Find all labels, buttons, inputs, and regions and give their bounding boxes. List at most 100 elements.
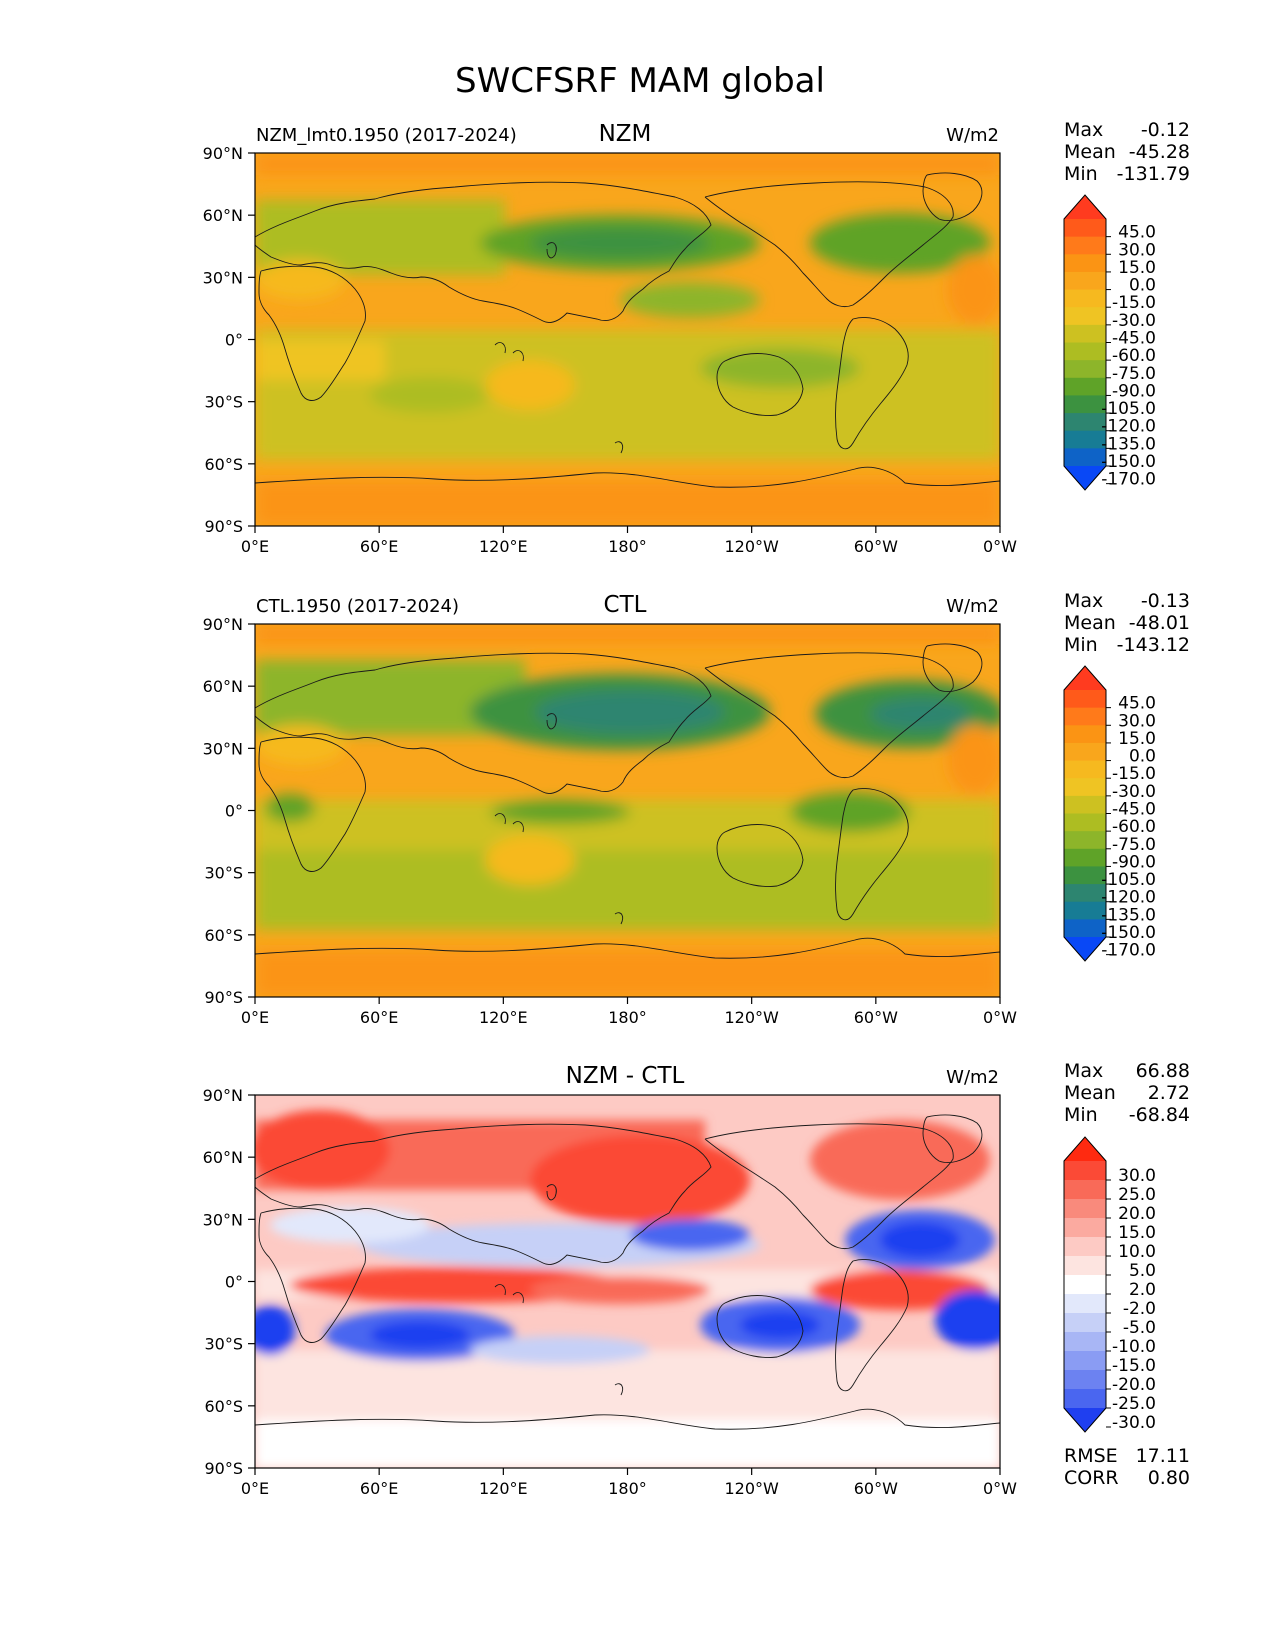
panel-units: W/m2 bbox=[946, 1067, 999, 1088]
panel-case-label: NZM_lmt0.1950 (2017-2024) bbox=[256, 125, 517, 146]
colorbar: 45.030.015.00.0-15.0-30.0-45.0-60.0-75.0… bbox=[1063, 665, 1156, 962]
colorbar-tick-label: -60.0 bbox=[1112, 817, 1156, 837]
colorbar: 45.030.015.00.0-15.0-30.0-45.0-60.0-75.0… bbox=[1063, 194, 1156, 491]
colorbar-tick-label: 25.0 bbox=[1118, 1185, 1156, 1205]
colorbar-segment bbox=[1064, 219, 1106, 238]
x-tick-label: 60°E bbox=[360, 537, 398, 556]
colorbar-lower-extension bbox=[1064, 937, 1106, 961]
map-field bbox=[255, 1095, 1000, 1468]
colorbar-tick-label: 15.0 bbox=[1118, 1223, 1156, 1243]
colorbar-tick-label: -25.0 bbox=[1112, 1394, 1156, 1414]
colorbar-tick-label: 30.0 bbox=[1118, 240, 1156, 260]
stat-value-mean: -48.01 bbox=[1129, 612, 1190, 634]
y-tick-label: 90°S bbox=[204, 988, 243, 1007]
stats-block: Max -0.13 Mean -48.01 Min -143.12 bbox=[1064, 590, 1190, 656]
colorbar-tick-label: -20.0 bbox=[1112, 1375, 1156, 1395]
x-tick-label: 120°E bbox=[479, 1479, 528, 1498]
stat-label-mean: Mean bbox=[1064, 612, 1116, 634]
y-tick-label: 60°N bbox=[203, 206, 243, 225]
x-tick-label: 120°E bbox=[479, 1008, 528, 1027]
panel-units: W/m2 bbox=[946, 596, 999, 617]
x-tick-label: 0°E bbox=[241, 537, 269, 556]
colorbar-segment bbox=[1064, 413, 1106, 432]
y-tick-label: 30°S bbox=[204, 393, 243, 412]
panel-ctl: CTL.1950 (2017-2024) CTL W/m2 bbox=[203, 590, 1190, 1027]
y-tick-label: 60°S bbox=[204, 455, 243, 474]
colorbar-tick-label: -170.0 bbox=[1101, 941, 1156, 961]
colorbar-segment bbox=[1064, 1332, 1106, 1352]
stat-label-mean: Mean bbox=[1064, 1082, 1116, 1104]
colorbar-segment bbox=[1064, 254, 1106, 273]
colorbar-tick-label: -30.0 bbox=[1112, 782, 1156, 802]
colorbar-lower-extension bbox=[1064, 466, 1106, 490]
colorbar-segment bbox=[1064, 1237, 1106, 1257]
colorbar-segment bbox=[1064, 795, 1106, 814]
x-tick-label: 120°W bbox=[724, 1479, 779, 1498]
colorbar-tick-label: 0.0 bbox=[1129, 276, 1156, 296]
colorbar-segment bbox=[1064, 1199, 1106, 1219]
colorbar-segment bbox=[1064, 778, 1106, 797]
panel-nzm: NZM_lmt0.1950 (2017-2024) NZM W/m2 bbox=[203, 119, 1190, 556]
colorbar-segment bbox=[1064, 342, 1106, 361]
colorbar-tick-label: -45.0 bbox=[1112, 800, 1156, 820]
colorbar-tick-label: -30.0 bbox=[1112, 1413, 1156, 1433]
colorbar-lower-extension bbox=[1064, 1408, 1106, 1432]
colorbar-segment bbox=[1064, 430, 1106, 449]
panel-title: CTL bbox=[604, 592, 647, 618]
stat-label-min: Min bbox=[1064, 634, 1098, 656]
colorbar-segment bbox=[1064, 395, 1106, 414]
colorbar-segment bbox=[1064, 360, 1106, 379]
x-tick-label: 60°W bbox=[854, 1008, 898, 1027]
colorbar-tick-label: 30.0 bbox=[1118, 711, 1156, 731]
x-tick-label: 60°W bbox=[854, 1479, 898, 1498]
colorbar-tick-label: -60.0 bbox=[1112, 346, 1156, 366]
stat-label-mean: Mean bbox=[1064, 141, 1116, 163]
stat-value-max: 66.88 bbox=[1136, 1060, 1190, 1082]
y-tick-label: 30°S bbox=[204, 864, 243, 883]
colorbar-tick-label: -90.0 bbox=[1112, 381, 1156, 401]
colorbar-segment bbox=[1064, 324, 1106, 343]
panel-case-label: CTL.1950 (2017-2024) bbox=[256, 596, 459, 617]
colorbar-tick-label: -105.0 bbox=[1101, 399, 1156, 419]
colorbar-segment bbox=[1064, 289, 1106, 308]
colorbar-tick-label: 45.0 bbox=[1118, 223, 1156, 243]
axis-ticks: 0°E 60°E 120°E 180° 120°W 60°W 0°W 90°N 60°N 30°N… bbox=[203, 1086, 1018, 1498]
colorbar-segment bbox=[1064, 1256, 1106, 1276]
x-tick-label: 0°E bbox=[241, 1008, 269, 1027]
colorbar-segment bbox=[1064, 707, 1106, 726]
y-tick-label: 90°N bbox=[203, 1086, 243, 1105]
colorbar-segment bbox=[1064, 1389, 1106, 1409]
x-tick-label: 180° bbox=[608, 1008, 647, 1027]
y-tick-label: 90°S bbox=[204, 1459, 243, 1478]
x-tick-label: 0°W bbox=[983, 1008, 1017, 1027]
stat-value-mean: -45.28 bbox=[1129, 141, 1190, 163]
y-tick-label: 30°S bbox=[204, 1335, 243, 1354]
colorbar-tick-label: 0.0 bbox=[1129, 747, 1156, 767]
stats-block: Max 66.88 Mean 2.72 Min -68.84 bbox=[1064, 1060, 1190, 1126]
colorbar-tick-label: 15.0 bbox=[1118, 729, 1156, 749]
stat-label-min: Min bbox=[1064, 1104, 1098, 1126]
colorbar-segment bbox=[1064, 919, 1106, 938]
axis-ticks: 0°E 60°E 120°E 180° 120°W 60°W 0°W 90°N 60°N 30°N… bbox=[203, 615, 1018, 1027]
x-tick-label: 60°E bbox=[360, 1479, 398, 1498]
stat-label-max: Max bbox=[1064, 1060, 1103, 1082]
colorbar-tick-label: 20.0 bbox=[1118, 1204, 1156, 1224]
colorbar-segment bbox=[1064, 1294, 1106, 1314]
stat-label-max: Max bbox=[1064, 590, 1103, 612]
colorbar-segment bbox=[1064, 448, 1106, 467]
panel-units: W/m2 bbox=[946, 125, 999, 146]
x-tick-label: 180° bbox=[608, 537, 647, 556]
rmse-value: 17.11 bbox=[1136, 1445, 1190, 1467]
colorbar-segment bbox=[1064, 813, 1106, 832]
colorbar-segment bbox=[1064, 884, 1106, 903]
colorbar-segment bbox=[1064, 725, 1106, 744]
colorbar-tick-label: 45.0 bbox=[1118, 694, 1156, 714]
stat-value-max: -0.13 bbox=[1141, 590, 1190, 612]
x-tick-label: 180° bbox=[608, 1479, 647, 1498]
colorbar-tick-label: -150.0 bbox=[1101, 452, 1156, 472]
stat-value-min: -131.79 bbox=[1117, 163, 1190, 185]
y-tick-label: 60°S bbox=[204, 1397, 243, 1416]
colorbar-segment bbox=[1064, 760, 1106, 779]
colorbar-tick-label: -5.0 bbox=[1123, 1318, 1156, 1338]
y-tick-label: 90°S bbox=[204, 517, 243, 536]
